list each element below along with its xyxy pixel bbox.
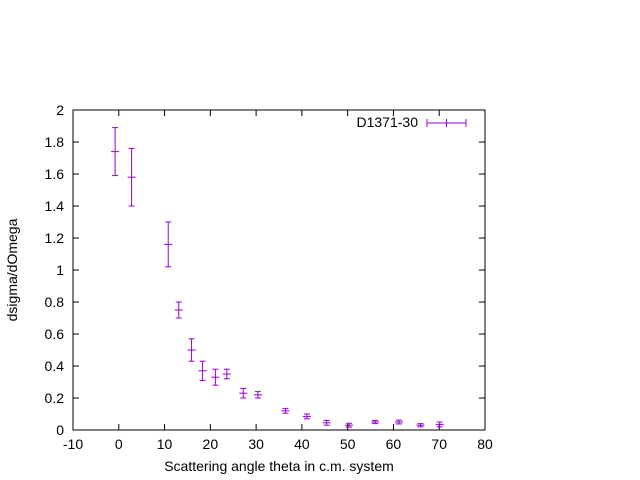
y-axis-label: dsigma/dOmega xyxy=(4,218,20,321)
data-point xyxy=(281,407,290,414)
y-axis-ticks: 0 0.2 0.4 0.6 0.8 1 1.2 1.4 1.6 1.8 2 xyxy=(45,102,485,438)
x-tick-label: 80 xyxy=(477,436,493,452)
legend-sample xyxy=(426,119,467,127)
data-point xyxy=(198,360,207,381)
y-tick-label: 0.4 xyxy=(45,358,65,374)
x-tick-label: 40 xyxy=(294,436,310,452)
data-point xyxy=(371,419,380,425)
x-tick-label: 10 xyxy=(157,436,173,452)
data-point xyxy=(322,419,331,426)
y-tick-label: 0.6 xyxy=(45,326,65,342)
y-tick-label: 0.8 xyxy=(45,294,65,310)
data-point xyxy=(394,419,403,425)
y-tick-label: 0 xyxy=(56,422,64,438)
data-point xyxy=(435,421,444,428)
x-tick-label: 0 xyxy=(115,436,123,452)
legend: D1371-30 xyxy=(357,114,467,130)
data-point xyxy=(222,368,231,380)
y-tick-label: 1.8 xyxy=(45,134,65,150)
y-tick-label: 1.2 xyxy=(45,230,65,246)
x-tick-label: 60 xyxy=(386,436,402,452)
data-points xyxy=(111,127,444,428)
plot-frame xyxy=(72,109,486,431)
data-point xyxy=(253,391,262,399)
x-tick-label: 20 xyxy=(203,436,219,452)
x-tick-label: 70 xyxy=(431,436,447,452)
y-tick-label: 1.6 xyxy=(45,166,65,182)
y-tick-label: 1 xyxy=(56,262,64,278)
data-point xyxy=(164,221,173,268)
x-tick-label: 30 xyxy=(248,436,264,452)
x-tick-label: 50 xyxy=(340,436,356,452)
data-point xyxy=(111,127,120,177)
x-axis-ticks: -10 0 10 20 30 40 50 60 70 80 xyxy=(63,110,493,452)
data-point xyxy=(187,338,196,362)
y-tick-label: 1.4 xyxy=(45,198,65,214)
data-point xyxy=(302,413,311,420)
data-point xyxy=(239,387,248,399)
x-axis-label: Scattering angle theta in c.m. system xyxy=(164,458,394,474)
y-tick-label: 0.2 xyxy=(45,390,65,406)
y-tick-label: 2 xyxy=(56,102,64,118)
x-tick-label: -10 xyxy=(63,436,83,452)
data-point xyxy=(127,147,136,207)
legend-label: D1371-30 xyxy=(357,114,419,130)
data-point xyxy=(174,301,183,319)
data-point xyxy=(416,423,425,428)
data-point xyxy=(211,368,220,386)
data-point xyxy=(345,422,354,428)
